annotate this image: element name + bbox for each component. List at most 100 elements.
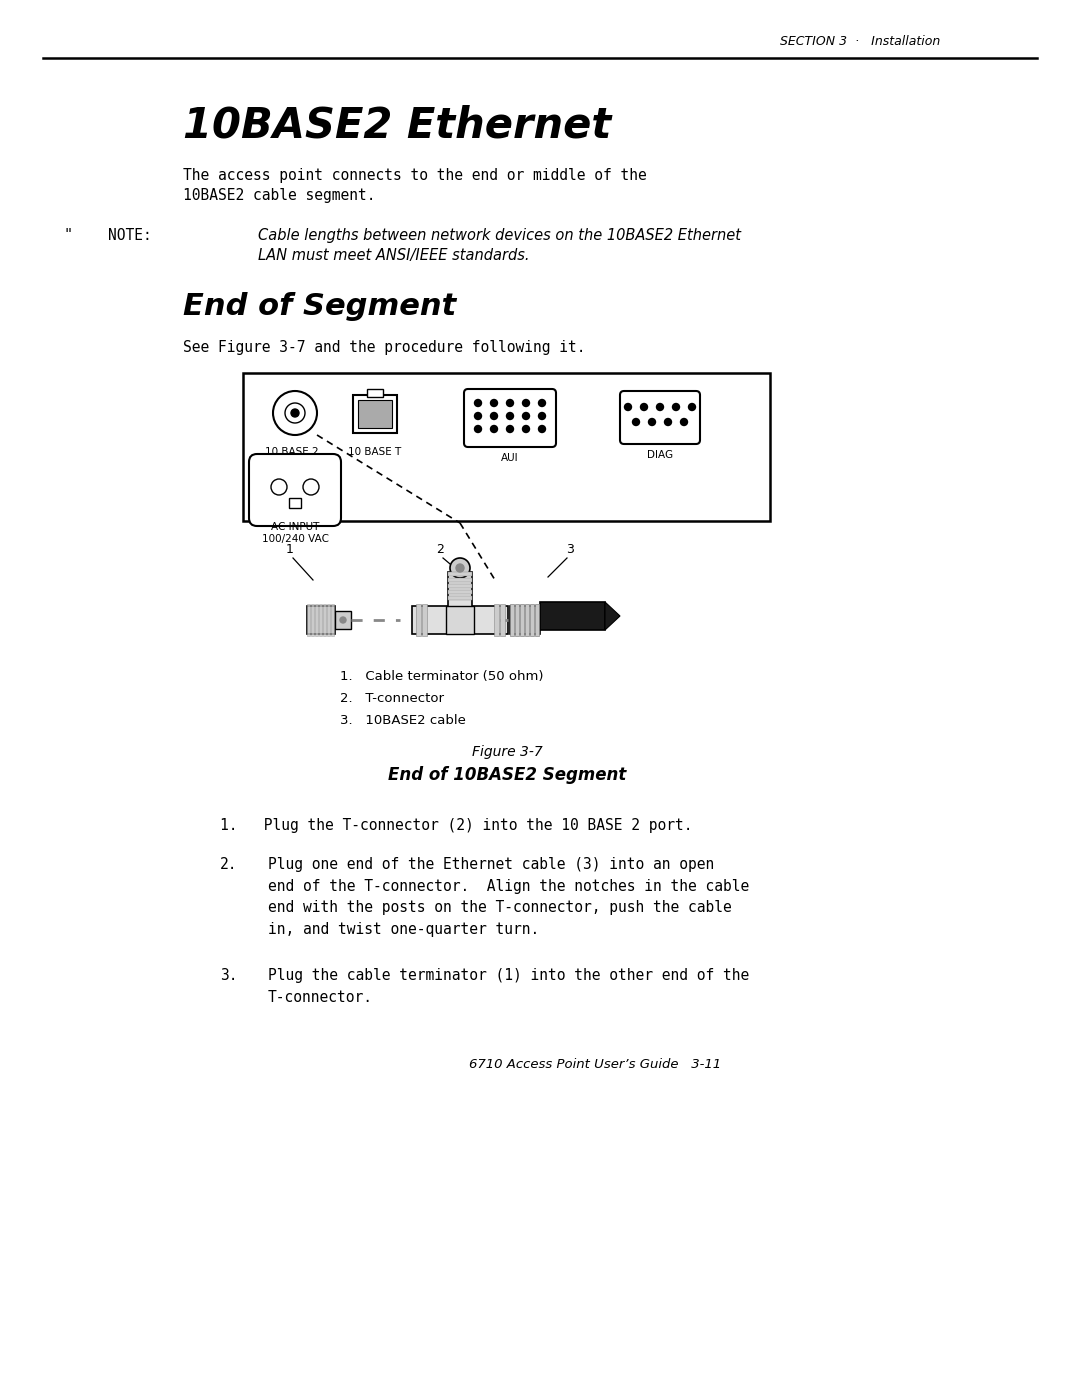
Bar bbox=[311, 604, 314, 636]
Text: Plug one end of the Ethernet cable (3) into an open
end of the T-connector.  Ali: Plug one end of the Ethernet cable (3) i… bbox=[268, 856, 750, 937]
Circle shape bbox=[271, 479, 287, 495]
Circle shape bbox=[523, 426, 529, 433]
Text: 3.: 3. bbox=[220, 968, 238, 983]
FancyBboxPatch shape bbox=[249, 454, 341, 527]
Text: 3: 3 bbox=[566, 543, 573, 556]
Circle shape bbox=[450, 557, 470, 578]
Circle shape bbox=[539, 412, 545, 419]
Circle shape bbox=[539, 400, 545, 407]
Circle shape bbox=[507, 426, 513, 433]
Circle shape bbox=[523, 400, 529, 407]
Circle shape bbox=[657, 404, 663, 411]
Text: Figure 3-7: Figure 3-7 bbox=[472, 745, 542, 759]
Text: 2.: 2. bbox=[220, 856, 238, 872]
Circle shape bbox=[507, 412, 513, 419]
Bar bbox=[289, 497, 301, 509]
Text: DIAG: DIAG bbox=[647, 450, 673, 460]
Circle shape bbox=[474, 412, 482, 419]
Text: 2.   T-connector: 2. T-connector bbox=[340, 692, 444, 705]
Circle shape bbox=[456, 564, 464, 571]
Bar bbox=[448, 578, 472, 583]
Bar bbox=[446, 606, 474, 634]
Bar bbox=[540, 602, 605, 630]
Text: ": " bbox=[63, 228, 72, 243]
Bar bbox=[307, 604, 310, 636]
Text: 100/240 VAC: 100/240 VAC bbox=[261, 534, 328, 543]
Text: End of Segment: End of Segment bbox=[183, 292, 456, 321]
Bar bbox=[353, 395, 397, 433]
Text: 1.   Cable terminator (50 ohm): 1. Cable terminator (50 ohm) bbox=[340, 671, 543, 683]
Text: AUI: AUI bbox=[501, 453, 518, 462]
Text: 6710 Access Point User’s Guide   3-11: 6710 Access Point User’s Guide 3-11 bbox=[469, 1058, 721, 1071]
Circle shape bbox=[640, 404, 648, 411]
Bar bbox=[422, 604, 427, 636]
Circle shape bbox=[633, 419, 639, 426]
Bar bbox=[411, 606, 460, 634]
Circle shape bbox=[689, 404, 696, 411]
Bar bbox=[330, 604, 334, 636]
Bar bbox=[307, 606, 335, 634]
Bar bbox=[510, 606, 540, 634]
Circle shape bbox=[474, 426, 482, 433]
Bar bbox=[243, 373, 770, 521]
Bar bbox=[448, 571, 472, 576]
Bar bbox=[460, 606, 508, 634]
Bar bbox=[323, 604, 326, 636]
Text: 1: 1 bbox=[286, 543, 294, 556]
Circle shape bbox=[285, 402, 305, 423]
Bar bbox=[494, 604, 499, 636]
Circle shape bbox=[490, 400, 498, 407]
Text: 10 BASE T: 10 BASE T bbox=[349, 447, 402, 457]
Text: 2: 2 bbox=[436, 543, 444, 556]
Text: 10 BASE 2: 10 BASE 2 bbox=[266, 447, 319, 457]
Bar bbox=[519, 604, 524, 636]
Bar bbox=[357, 400, 392, 427]
Bar bbox=[448, 584, 472, 588]
Circle shape bbox=[664, 419, 672, 426]
Circle shape bbox=[673, 404, 679, 411]
Circle shape bbox=[474, 400, 482, 407]
Text: End of 10BASE2 Segment: End of 10BASE2 Segment bbox=[388, 766, 626, 784]
Text: NOTE:: NOTE: bbox=[108, 228, 152, 243]
Text: Cable lengths between network devices on the 10BASE2 Ethernet: Cable lengths between network devices on… bbox=[258, 228, 741, 243]
Bar bbox=[319, 604, 322, 636]
Bar bbox=[525, 604, 529, 636]
Bar bbox=[335, 610, 351, 629]
Circle shape bbox=[340, 617, 346, 623]
Bar bbox=[535, 604, 539, 636]
Text: AC INPUT: AC INPUT bbox=[271, 522, 320, 532]
Circle shape bbox=[490, 426, 498, 433]
Circle shape bbox=[624, 404, 632, 411]
Circle shape bbox=[523, 412, 529, 419]
Circle shape bbox=[680, 419, 688, 426]
Bar bbox=[448, 571, 472, 608]
Bar bbox=[500, 604, 505, 636]
Text: 10BASE2 Ethernet: 10BASE2 Ethernet bbox=[183, 105, 611, 147]
Text: Plug the cable terminator (1) into the other end of the
T-connector.: Plug the cable terminator (1) into the o… bbox=[268, 968, 750, 1004]
Text: SECTION 3  ·   Installation: SECTION 3 · Installation bbox=[780, 35, 940, 47]
Bar bbox=[515, 604, 519, 636]
Text: See Figure 3-7 and the procedure following it.: See Figure 3-7 and the procedure followi… bbox=[183, 339, 585, 355]
FancyBboxPatch shape bbox=[620, 391, 700, 444]
Bar bbox=[530, 604, 534, 636]
Text: The access point connects to the end or middle of the: The access point connects to the end or … bbox=[183, 168, 647, 183]
Bar bbox=[416, 604, 421, 636]
Circle shape bbox=[648, 419, 656, 426]
Bar bbox=[315, 604, 318, 636]
Text: 3.   10BASE2 cable: 3. 10BASE2 cable bbox=[340, 714, 465, 726]
Circle shape bbox=[303, 479, 319, 495]
Circle shape bbox=[539, 426, 545, 433]
Bar bbox=[367, 388, 383, 397]
Circle shape bbox=[273, 391, 318, 434]
Bar bbox=[448, 597, 472, 599]
Circle shape bbox=[507, 400, 513, 407]
Circle shape bbox=[291, 409, 299, 416]
Text: 1.   Plug the T-connector (2) into the 10 BASE 2 port.: 1. Plug the T-connector (2) into the 10 … bbox=[220, 819, 692, 833]
Bar bbox=[448, 590, 472, 594]
Text: LAN must meet ANSI/IEEE standards.: LAN must meet ANSI/IEEE standards. bbox=[258, 249, 529, 263]
Bar bbox=[510, 604, 514, 636]
Circle shape bbox=[490, 412, 498, 419]
Bar bbox=[327, 604, 330, 636]
Polygon shape bbox=[605, 602, 620, 630]
Text: 10BASE2 cable segment.: 10BASE2 cable segment. bbox=[183, 189, 376, 203]
